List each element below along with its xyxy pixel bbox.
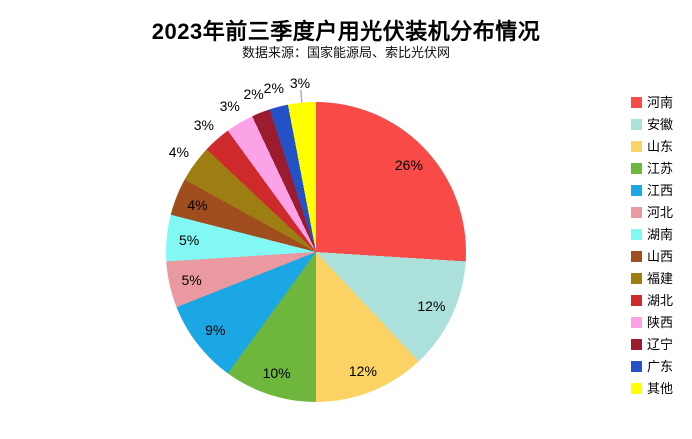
legend-item: 河南 [631, 96, 673, 109]
legend-label: 辽宁 [647, 337, 674, 352]
slice-label: 3% [219, 98, 240, 115]
legend-swatch [631, 295, 642, 306]
slice-label: 4% [168, 144, 190, 161]
legend-swatch [631, 207, 642, 218]
legend-swatch [631, 339, 642, 350]
legend-swatch [631, 383, 642, 394]
legend-item: 湖北 [631, 294, 673, 307]
legend-item: 山东 [631, 140, 673, 153]
legend-swatch [631, 119, 642, 130]
legend-label: 山东 [647, 139, 674, 154]
legend-label: 河北 [647, 205, 674, 220]
legend-label: 山西 [647, 249, 674, 264]
legend-label: 陕西 [647, 315, 674, 330]
legend-label: 其他 [647, 381, 674, 396]
legend-swatch [631, 141, 642, 152]
label-leader-line [300, 89, 303, 103]
chart-subtitle: 数据来源：国家能源局、索比光伏网 [241, 45, 450, 60]
legend-label: 河南 [647, 95, 674, 110]
legend-swatch [631, 163, 642, 174]
legend-swatch [631, 97, 642, 108]
legend-label: 广东 [647, 359, 674, 374]
legend-label: 江苏 [647, 161, 674, 176]
legend-item: 湖南 [631, 228, 673, 241]
chart-title: 2023年前三季度户用光伏装机分布情况 [151, 19, 541, 44]
legend-swatch [631, 185, 642, 196]
slice-label: 2% [263, 79, 284, 96]
slice-label: 2% [243, 86, 264, 103]
pie-chart [166, 102, 466, 402]
legend-item: 江苏 [631, 162, 673, 175]
legend-item: 安徽 [631, 118, 673, 131]
legend-swatch [631, 317, 642, 328]
legend-label: 福建 [647, 271, 674, 286]
legend-item: 江西 [631, 184, 673, 197]
legend: 河南安徽山东江苏江西河北湖南山西福建湖北陕西辽宁广东其他 [631, 96, 673, 395]
legend-label: 江西 [647, 183, 674, 198]
legend-label: 安徽 [647, 117, 674, 132]
legend-item: 其他 [631, 382, 673, 395]
legend-swatch [631, 251, 642, 262]
legend-item: 福建 [631, 272, 673, 285]
legend-item: 河北 [631, 206, 673, 219]
legend-item: 辽宁 [631, 338, 673, 351]
legend-label: 湖南 [647, 227, 674, 242]
legend-swatch [631, 229, 642, 240]
legend-swatch [631, 273, 642, 284]
slice-label: 3% [193, 116, 215, 133]
slice-label: 3% [289, 75, 311, 92]
legend-item: 山西 [631, 250, 673, 263]
legend-label: 湖北 [647, 293, 674, 308]
legend-item: 陕西 [631, 316, 673, 329]
legend-swatch [631, 361, 642, 372]
legend-item: 广东 [631, 360, 673, 373]
